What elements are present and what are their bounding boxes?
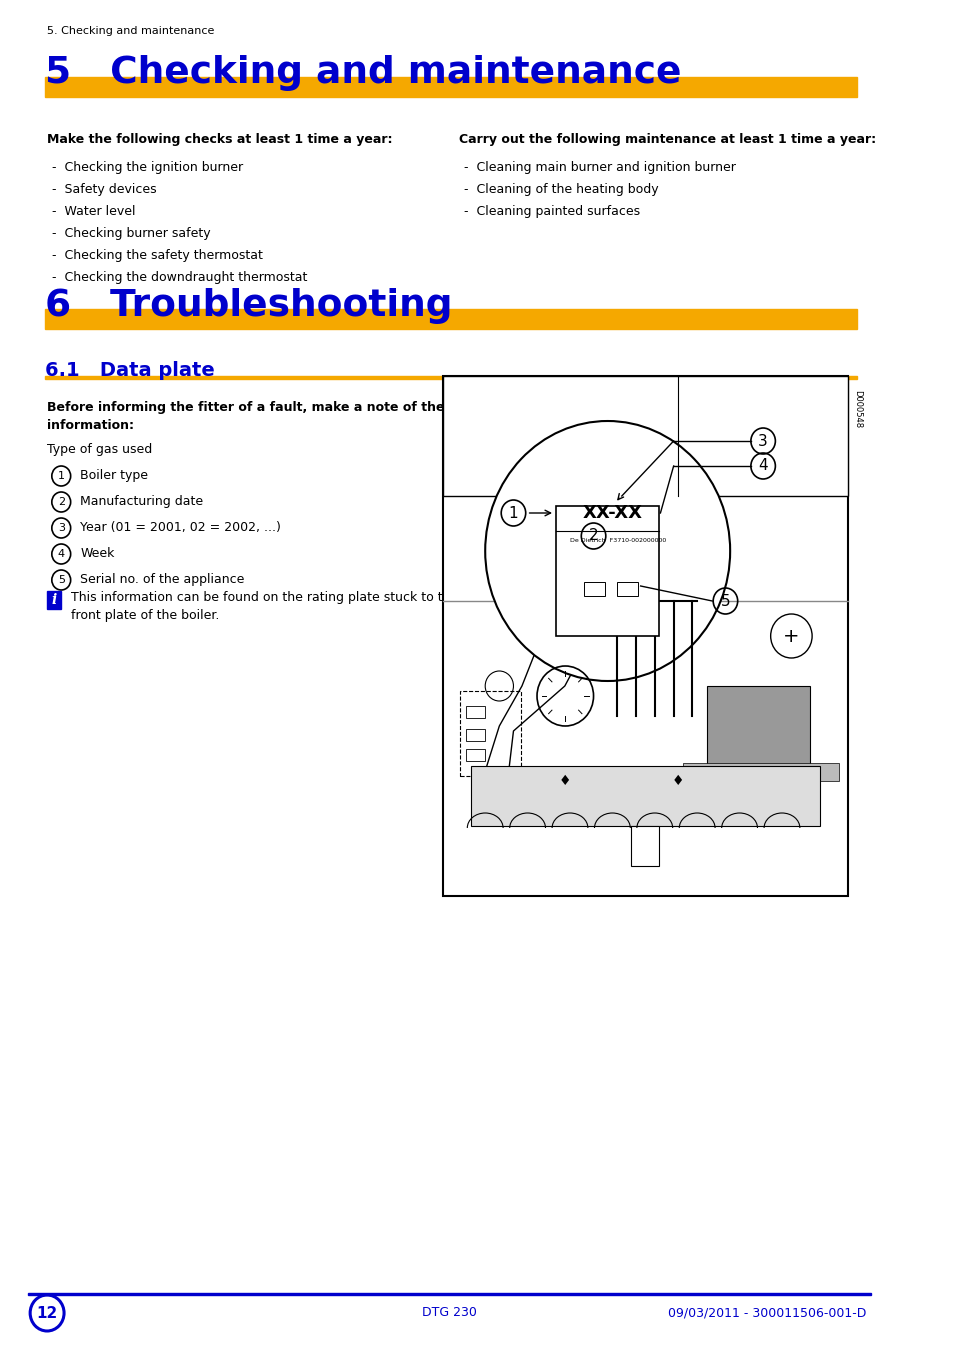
Text: 4: 4 [758,458,767,473]
Bar [617,582,638,596]
Text: 4: 4 [57,549,65,559]
Text: 5   Checking and maintenance: 5 Checking and maintenance [45,55,681,91]
Text: +: + [782,627,799,646]
Bar [47,590,61,609]
Bar [459,690,520,775]
Bar [706,686,809,766]
Text: -  Safety devices: - Safety devices [51,182,156,196]
Text: i: i [51,593,57,607]
Text: 12: 12 [36,1305,58,1320]
Text: 1: 1 [58,471,65,481]
Text: De Dietrich  F3710-002000000: De Dietrich F3710-002000000 [569,539,665,543]
Text: information:: information: [47,419,134,432]
Text: -  Cleaning painted surfaces: - Cleaning painted surfaces [463,205,639,218]
Bar [466,707,485,717]
Text: 5. Checking and maintenance: 5. Checking and maintenance [47,26,214,36]
Text: 2: 2 [588,528,598,543]
Bar [583,582,604,596]
Bar [442,376,847,496]
Text: ♦: ♦ [671,774,684,788]
Text: front plate of the boiler.: front plate of the boiler. [71,609,219,621]
Text: Manufacturing date: Manufacturing date [80,494,203,508]
Text: -  Checking the safety thermostat: - Checking the safety thermostat [51,249,262,262]
Text: Type of gas used: Type of gas used [47,443,152,457]
Bar [466,730,485,740]
Text: ♦: ♦ [558,774,571,788]
Bar [442,376,847,896]
Bar [29,1293,870,1296]
Text: Before informing the fitter of a fault, make a note of the following: Before informing the fitter of a fault, … [47,401,513,413]
Text: Boiler type: Boiler type [80,469,148,482]
Text: -  Cleaning of the heating body: - Cleaning of the heating body [463,182,658,196]
Text: Week: Week [80,547,114,561]
Text: 3: 3 [758,434,767,449]
Text: 6   Troubleshooting: 6 Troubleshooting [45,288,453,324]
Text: Carry out the following maintenance at least 1 time a year:: Carry out the following maintenance at l… [458,132,875,146]
Bar [466,748,485,761]
Text: -  Checking the ignition burner: - Checking the ignition burner [51,161,243,174]
Text: Serial no. of the appliance: Serial no. of the appliance [80,573,244,586]
Bar [556,507,659,636]
Text: -  Checking the downdraught thermostat: - Checking the downdraught thermostat [51,272,307,284]
Text: 6.1   Data plate: 6.1 Data plate [45,361,214,380]
Text: -  Cleaning main burner and ignition burner: - Cleaning main burner and ignition burn… [463,161,735,174]
Text: Make the following checks at least 1 time a year:: Make the following checks at least 1 tim… [47,132,393,146]
Text: -  Water level: - Water level [51,205,135,218]
Bar [631,825,659,866]
Text: 5: 5 [58,576,65,585]
Text: -  Checking burner safety: - Checking burner safety [51,227,211,240]
Text: D000548: D000548 [852,390,861,428]
Text: This information can be found on the rating plate stuck to the: This information can be found on the rat… [71,590,457,604]
Text: 5: 5 [720,593,729,608]
Text: Year (01 = 2001, 02 = 2002, ...): Year (01 = 2001, 02 = 2002, ...) [80,521,281,534]
Text: 1: 1 [508,505,517,520]
Text: XX-XX: XX-XX [581,504,641,521]
Bar [45,376,857,380]
Text: 09/03/2011 - 300011506-001-D: 09/03/2011 - 300011506-001-D [668,1306,866,1320]
Text: 3: 3 [58,523,65,534]
Bar [682,763,838,781]
Bar [45,77,857,97]
Circle shape [485,422,729,681]
Text: 2: 2 [57,497,65,507]
Bar [45,309,857,330]
Text: DTG 230: DTG 230 [421,1306,476,1320]
Bar [471,766,819,825]
